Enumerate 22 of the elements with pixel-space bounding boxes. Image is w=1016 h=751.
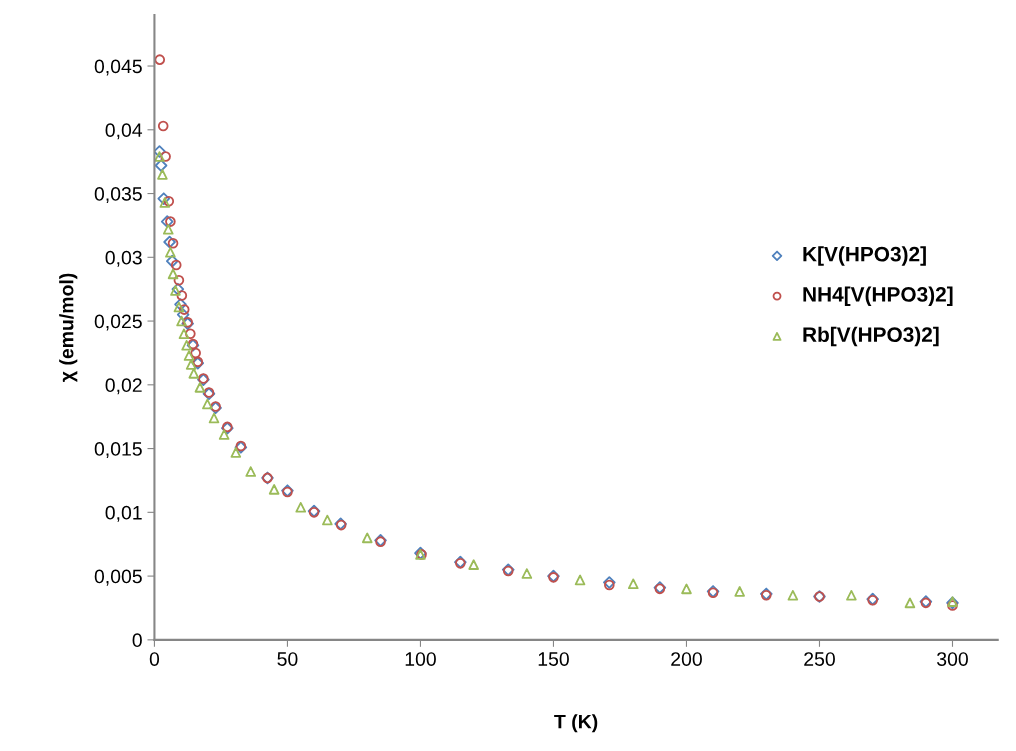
y-tick-label: 0,045 [94, 59, 142, 76]
legend-label: Rb[V(HPO3)2] [803, 326, 939, 347]
y-tick-label: 0,025 [94, 314, 142, 331]
y-tick-label: 0,04 [105, 123, 143, 140]
x-tick-label: 200 [671, 652, 702, 666]
y-tick-label: 0,035 [94, 187, 142, 204]
legend-label: K[V(HPO3)2] [803, 246, 926, 266]
y-tick-label: 0,015 [94, 442, 142, 459]
x-tick-label: 150 [538, 652, 569, 666]
x-tick-label: 50 [277, 652, 298, 666]
x-tick-label: 250 [804, 652, 835, 666]
y-tick-label: 0,005 [94, 569, 142, 586]
y-tick-label: 0 [132, 633, 142, 648]
x-axis-title: T (K) [554, 714, 598, 733]
y-tick-label: 0,02 [105, 378, 142, 395]
legend-label: NH4[V(HPO3)2] [803, 286, 953, 306]
x-tick-label: 100 [405, 652, 436, 666]
y-axis-title: χ (emu/mol) [59, 273, 78, 383]
y-tick-label: 0,03 [105, 250, 142, 267]
y-tick-label: 0,01 [105, 505, 142, 522]
x-tick-label: 300 [937, 652, 968, 666]
x-tick-label: 0 [149, 652, 160, 666]
